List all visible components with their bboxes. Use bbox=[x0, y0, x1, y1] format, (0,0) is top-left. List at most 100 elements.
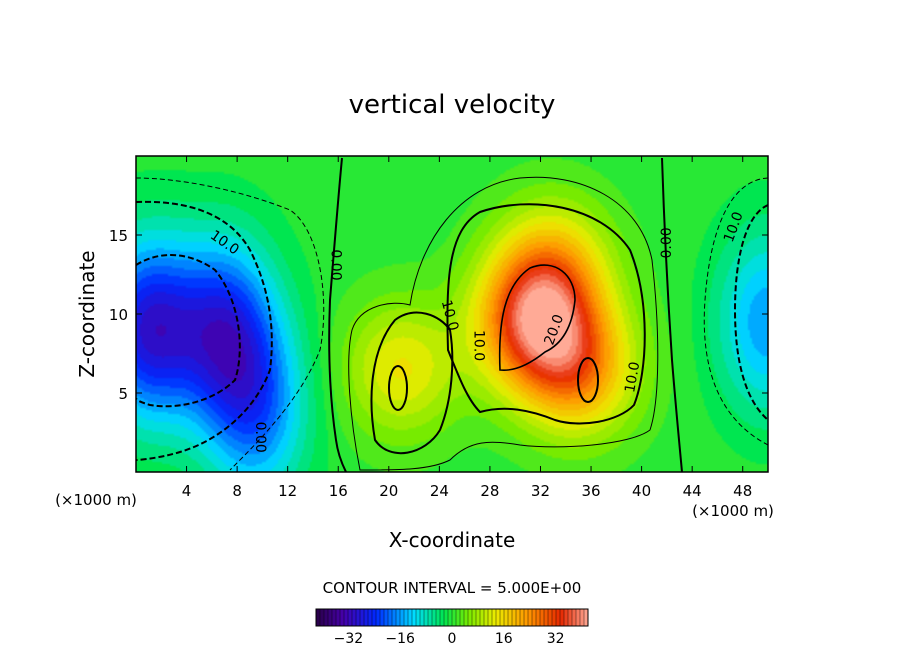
contour-neg-left-20 bbox=[136, 254, 241, 408]
colorbar-swatch bbox=[540, 609, 545, 626]
colorbar-swatch bbox=[532, 609, 537, 626]
contour-neg-left-10 bbox=[136, 200, 273, 461]
colorbar-swatch bbox=[560, 609, 565, 626]
contour-label: 10.0 bbox=[438, 298, 462, 332]
contour-lines bbox=[136, 157, 768, 472]
colorbar-swatch bbox=[372, 609, 377, 626]
colorbar-swatch bbox=[520, 609, 525, 626]
colorbar-swatch bbox=[508, 609, 513, 626]
colorbar-swatch bbox=[456, 609, 461, 626]
contour-label: 0.00 bbox=[328, 249, 344, 280]
colorbar-frame bbox=[315, 608, 589, 627]
colorbar-swatch bbox=[332, 609, 337, 626]
colorbar-swatch bbox=[320, 609, 325, 626]
colorbar-swatch bbox=[356, 609, 361, 626]
x-axis-ticks: 4 8 12 16 20 24 28 32 36 40 44 48 bbox=[182, 156, 752, 500]
colorbar-swatch bbox=[440, 609, 445, 626]
colorbar-swatch bbox=[484, 609, 489, 626]
contour-label: 0.00 bbox=[659, 227, 675, 258]
colorbar-swatch bbox=[504, 609, 509, 626]
colorbar-swatch bbox=[528, 609, 533, 626]
x-tick-label: 48 bbox=[733, 482, 752, 500]
colorbar-swatch bbox=[544, 609, 549, 626]
colorbar-swatch bbox=[328, 609, 333, 626]
colorbar-swatch bbox=[428, 609, 433, 626]
colorbar-swatch bbox=[464, 609, 469, 626]
x-tick-label: 16 bbox=[329, 482, 348, 500]
contour-15-left-cell bbox=[388, 365, 408, 411]
colorbar-swatch bbox=[432, 609, 437, 626]
colorbar-swatch bbox=[392, 609, 397, 626]
colorbar-swatch bbox=[516, 609, 521, 626]
zero-contour-right bbox=[661, 157, 683, 472]
colorbar-swatch bbox=[584, 609, 589, 626]
colorbar-swatch bbox=[492, 609, 497, 626]
contour-neg-right-10 bbox=[733, 204, 768, 421]
colorbar-swatch bbox=[460, 609, 465, 626]
colorbar-swatch bbox=[404, 609, 409, 626]
x-tick-label: 8 bbox=[232, 482, 242, 500]
colorbar-swatch bbox=[412, 609, 417, 626]
colorbar-swatch bbox=[400, 609, 405, 626]
colorbar-swatch bbox=[360, 609, 365, 626]
contour-neg-left-outer bbox=[136, 177, 325, 471]
x-axis-label: X-coordinate bbox=[389, 528, 516, 552]
colorbar-tick-label: 32 bbox=[547, 631, 565, 647]
y-tick-label: 15 bbox=[109, 227, 128, 245]
x-unit-left: (×1000 m) bbox=[55, 491, 137, 509]
colorbar-swatch bbox=[376, 609, 381, 626]
colorbar-swatch bbox=[364, 609, 369, 626]
x-tick-label: 28 bbox=[480, 482, 499, 500]
x-tick-label: 44 bbox=[683, 482, 702, 500]
colorbar-swatch bbox=[500, 609, 505, 626]
contour-label: 10.0 bbox=[622, 360, 643, 393]
colorbar-swatch bbox=[352, 609, 357, 626]
heatmap-image bbox=[136, 156, 768, 472]
colorbar-swatch bbox=[496, 609, 501, 626]
x-tick-label: 4 bbox=[182, 482, 192, 500]
contour-neg-right-outer bbox=[703, 177, 768, 446]
contour-10-left-cell bbox=[370, 311, 454, 455]
contour-label: 0.00 bbox=[252, 422, 268, 453]
x-tick-label: 12 bbox=[278, 482, 297, 500]
colorbar-swatch bbox=[324, 609, 329, 626]
colorbar-swatch bbox=[344, 609, 349, 626]
colorbar-tick-label: 16 bbox=[495, 631, 513, 647]
colorbar-swatch bbox=[552, 609, 557, 626]
x-tick-label: 32 bbox=[531, 482, 550, 500]
colorbar-tick-label: −16 bbox=[385, 631, 415, 647]
colorbar-swatch bbox=[448, 609, 453, 626]
colorbar-swatch bbox=[472, 609, 477, 626]
x-tick-label: 20 bbox=[379, 482, 398, 500]
colorbar-swatch bbox=[564, 609, 569, 626]
colorbar-swatch bbox=[556, 609, 561, 626]
colorbar-swatch bbox=[476, 609, 481, 626]
colorbar-swatch bbox=[572, 609, 577, 626]
colorbar-swatch bbox=[444, 609, 449, 626]
chart-title: vertical velocity bbox=[349, 90, 556, 120]
y-axis-label: Z-coordinate bbox=[75, 250, 99, 377]
colorbar-swatch bbox=[568, 609, 573, 626]
colorbar-swatch bbox=[452, 609, 457, 626]
colorbar bbox=[315, 608, 589, 627]
colorbar-swatch bbox=[316, 609, 321, 626]
colorbar-swatch bbox=[488, 609, 493, 626]
x-tick-label: 40 bbox=[632, 482, 651, 500]
contour-20 bbox=[498, 264, 576, 371]
colorbar-swatch bbox=[436, 609, 441, 626]
zero-contour-left bbox=[328, 157, 347, 472]
contour-15-cell bbox=[577, 357, 599, 403]
x-tick-label: 24 bbox=[430, 482, 449, 500]
colorbar-swatch bbox=[340, 609, 345, 626]
x-unit-right: (×1000 m) bbox=[692, 502, 774, 520]
colorbar-swatch bbox=[336, 609, 341, 626]
colorbar-swatch bbox=[536, 609, 541, 626]
colorbar-swatch bbox=[408, 609, 413, 626]
y-axis-ticks: 5 10 15 bbox=[109, 227, 768, 403]
colorbar-swatch bbox=[468, 609, 473, 626]
colorbar-swatch bbox=[524, 609, 529, 626]
colorbar-tick-label: 0 bbox=[448, 631, 457, 647]
contour-interval-text: CONTOUR INTERVAL = 5.000E+00 bbox=[323, 579, 582, 597]
x-tick-label: 36 bbox=[581, 482, 600, 500]
